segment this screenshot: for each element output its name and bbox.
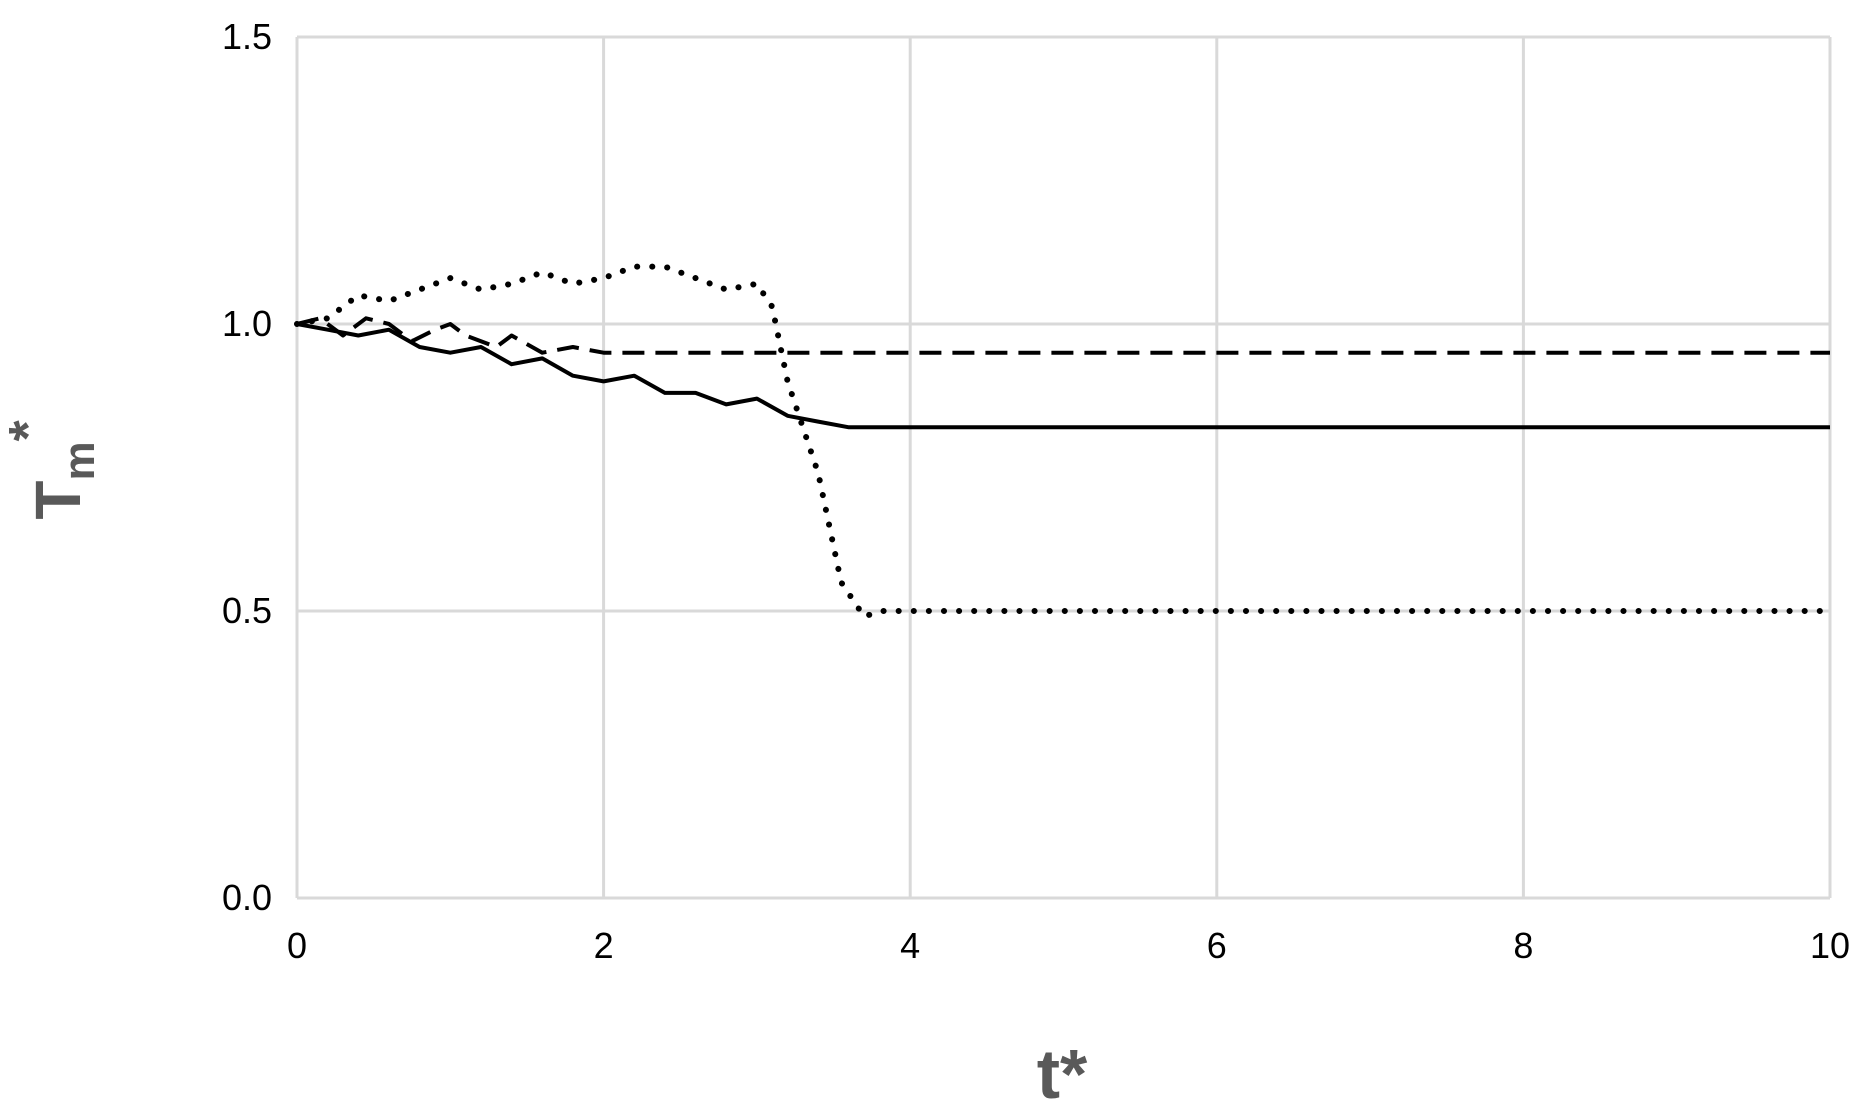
x-tick-label: 2 bbox=[594, 925, 614, 966]
x-tick-label: 6 bbox=[1207, 925, 1227, 966]
y-tick-label: 0.0 bbox=[222, 877, 272, 918]
y-axis-title-superscript: * bbox=[0, 420, 58, 441]
series-line-solid bbox=[296, 322, 1830, 430]
x-tick-label: 0 bbox=[287, 925, 307, 966]
y-tick-label: 1.0 bbox=[222, 303, 272, 344]
y-axis-title-subscript: m bbox=[55, 441, 104, 480]
x-tick-label: 8 bbox=[1513, 925, 1533, 966]
series-line-dashed bbox=[296, 316, 1830, 355]
x-tick-label: 10 bbox=[1810, 925, 1850, 966]
y-tick-label: 0.5 bbox=[222, 590, 272, 631]
y-tick-label: 1.5 bbox=[222, 16, 272, 57]
series-line-dotted bbox=[294, 263, 1833, 620]
grid-lines bbox=[295, 35, 1832, 900]
y-axis-title-base: T bbox=[22, 481, 94, 520]
x-axis-title: t* bbox=[1037, 1035, 1088, 1112]
tick-labels: 0 2 4 6 8 10 0.0 0.5 1.0 1.5 bbox=[222, 16, 1850, 966]
series-lines bbox=[294, 263, 1833, 620]
x-tick-label: 4 bbox=[900, 925, 920, 966]
y-axis-title: Tm* bbox=[0, 420, 104, 519]
